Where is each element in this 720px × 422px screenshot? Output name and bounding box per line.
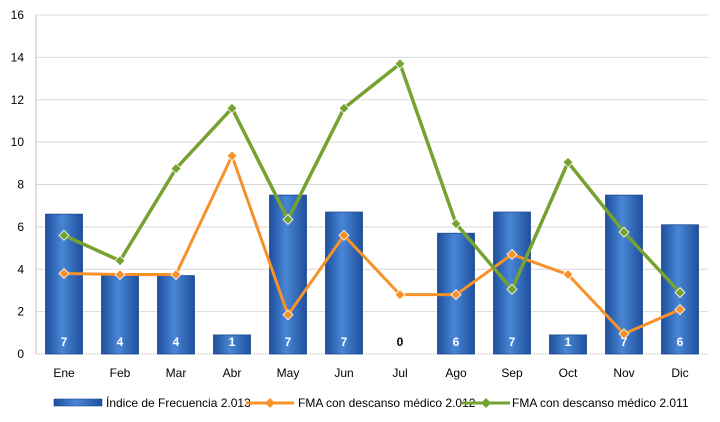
series-1-point-Jul <box>394 289 406 301</box>
series-2-point-Feb <box>114 255 126 267</box>
x-category-label: Abr <box>223 366 242 380</box>
bar-data-label: 6 <box>453 335 460 349</box>
bar-Sep <box>493 211 531 355</box>
series-2-point-Dic <box>674 286 686 299</box>
bar-data-label: 1 <box>565 335 572 349</box>
series-2-point-Ene <box>58 229 70 241</box>
x-axis-categories: Ene Feb Mar Abr May Jun Jul Ago Sep Oct Nov Dic <box>53 366 688 380</box>
y-tick-label: 2 <box>17 305 24 319</box>
bar-data-label: 4 <box>173 335 180 349</box>
bar-data-label: 7 <box>285 335 292 349</box>
series-2-point-Ago <box>450 218 462 230</box>
x-category-label: Ene <box>53 366 75 380</box>
y-axis-ticks: 0 2 4 6 8 10 12 14 16 <box>11 8 25 361</box>
x-category-label: Ago <box>445 366 467 380</box>
y-tick-label: 14 <box>11 50 25 64</box>
series-line-2 <box>63 61 682 294</box>
x-category-label: Nov <box>613 366 634 380</box>
legend-label: FMA con descanso médico 2.012 <box>298 396 476 410</box>
series-line-1 <box>63 154 681 336</box>
y-tick-label: 8 <box>17 178 24 192</box>
x-category-label: Oct <box>559 366 578 380</box>
bar-Abr <box>213 334 251 355</box>
series-1-point-Mar <box>170 268 182 281</box>
bar-data-label: 7 <box>621 335 628 349</box>
series-1-point-Nov <box>618 328 630 340</box>
series-1-point-Ago <box>450 289 462 301</box>
series-2-point-May <box>282 213 294 226</box>
line-series <box>58 58 686 340</box>
x-category-label: Feb <box>110 366 131 380</box>
series-1-point-Sep <box>506 248 518 260</box>
bar-data-label: 1 <box>229 335 236 349</box>
x-category-label: Jul <box>392 366 407 380</box>
x-category-label: May <box>277 366 300 380</box>
y-tick-label: 6 <box>17 220 24 234</box>
bar-data-label: 6 <box>677 335 684 349</box>
x-category-label: Sep <box>501 366 523 380</box>
series-2-point-Oct <box>562 156 574 168</box>
series-1-point-Dic <box>674 303 686 316</box>
series-2-point-Jul <box>394 58 406 70</box>
bar-data-label: 7 <box>509 335 516 349</box>
bar-Oct <box>549 334 587 355</box>
series-2-point-Nov <box>618 226 630 238</box>
bar-data-label: 0 <box>397 335 404 349</box>
y-tick-label: 10 <box>11 135 25 149</box>
legend-swatch-bar <box>53 398 103 407</box>
bar-data-labels: 7 4 4 1 7 7 0 6 7 1 7 6 <box>61 335 684 349</box>
y-tick-label: 12 <box>11 93 25 107</box>
x-category-label: Mar <box>166 366 187 380</box>
series-2-point-Sep <box>506 283 518 295</box>
series-1-point-May <box>282 309 294 321</box>
bar-data-label: 4 <box>117 335 124 349</box>
series-2-point-Jun <box>338 102 350 114</box>
series-1-point-Feb <box>114 268 126 281</box>
series-2-point-Abr <box>226 102 238 114</box>
series-1-point-Ene <box>58 267 70 280</box>
y-tick-label: 16 <box>11 8 25 22</box>
x-category-label: Jun <box>334 366 353 380</box>
y-tick-label: 4 <box>17 262 24 276</box>
x-category-label: Dic <box>671 366 688 380</box>
y-tick-label: 0 <box>17 347 24 361</box>
legend-label: FMA con descanso médico 2.011 <box>512 396 689 410</box>
bar-Feb <box>101 275 139 355</box>
series-2-point-Mar <box>170 163 182 175</box>
series-1-point-Abr <box>226 150 238 162</box>
gridlines <box>35 14 708 355</box>
series-1-point-Jun <box>338 229 350 241</box>
legend: Índice de Frecuencia 2.013 FMA con descan… <box>53 395 689 410</box>
bar-data-label: 7 <box>61 335 68 349</box>
bar-Mar <box>157 275 195 355</box>
series-1-point-Oct <box>562 268 574 281</box>
bar-data-label: 7 <box>341 335 348 349</box>
legend-label: Índice de Frecuencia 2.013 <box>106 395 251 410</box>
legend-marker-2 <box>481 398 491 408</box>
legend-marker-1 <box>265 398 275 408</box>
